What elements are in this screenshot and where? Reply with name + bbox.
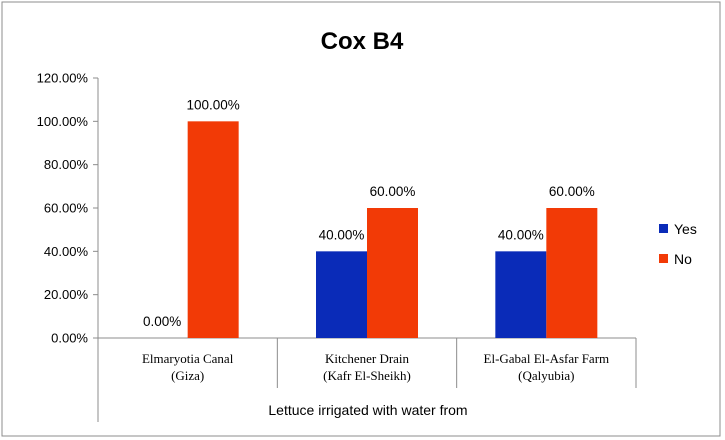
data-label-yes-3: 40.00% <box>498 227 544 242</box>
y-tick-label: 60.00% <box>44 201 89 216</box>
bar-no-1 <box>187 121 239 338</box>
y-tick-label: 20.00% <box>44 287 89 302</box>
data-label-no-2: 60.00% <box>370 184 416 199</box>
category-label-2: Kitchener Drain <box>325 351 410 366</box>
bar-no-3 <box>546 208 598 338</box>
legend-swatch-no <box>659 254 668 263</box>
y-tick-label: 40.00% <box>44 244 89 259</box>
y-tick-label: 120.00% <box>37 71 89 86</box>
category-labels: Elmaryotia Canal (Giza) Kitchener Drain (Ka… <box>142 351 609 383</box>
legend-label-no: No <box>674 251 692 267</box>
chart-title: Cox B4 <box>321 28 404 55</box>
category-label-3: El-Gabal El-Asfar Farm <box>484 351 610 366</box>
bars <box>187 121 598 338</box>
data-label-no-3: 60.00% <box>549 184 595 199</box>
category-label-2: (Kafr El-Sheikh) <box>323 368 411 383</box>
data-label-yes-2: 40.00% <box>319 227 365 242</box>
legend-label-yes: Yes <box>674 221 697 237</box>
category-label-1: Elmaryotia Canal <box>142 351 234 366</box>
x-axis-title: Lettuce irrigated with water from <box>268 402 467 418</box>
y-tick-label: 0.00% <box>51 331 88 346</box>
bar-yes-2 <box>316 251 367 338</box>
bar-yes-3 <box>495 251 547 338</box>
category-label-3: (Qalyubia) <box>518 368 574 383</box>
y-tick-label: 80.00% <box>44 157 89 172</box>
data-labels: 0.00% 100.00% 40.00% 60.00% 40.00% 60.00% <box>143 97 595 329</box>
category-label-1: (Giza) <box>171 368 204 383</box>
y-tick-label: 100.00% <box>37 114 89 129</box>
bar-no-2 <box>367 208 418 338</box>
data-label-no-1: 100.00% <box>187 97 240 112</box>
data-label-yes-1: 0.00% <box>143 314 181 329</box>
legend: Yes No <box>659 221 697 267</box>
legend-swatch-yes <box>659 224 668 233</box>
